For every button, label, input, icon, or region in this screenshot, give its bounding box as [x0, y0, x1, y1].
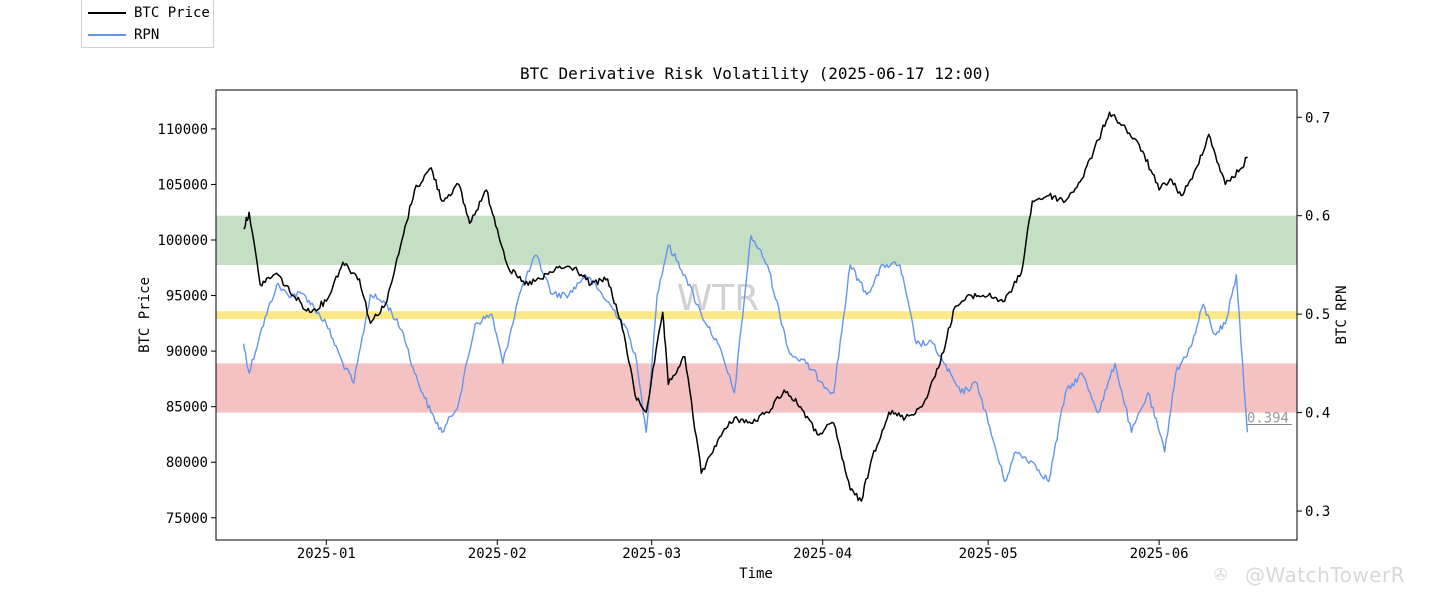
y-right-tick-label: 0.7	[1305, 110, 1330, 126]
legend-label-btc-price: BTC Price	[134, 5, 210, 21]
legend-label-rpn: RPN	[134, 27, 160, 43]
x-tick-label: 2025-04	[793, 546, 852, 562]
y-axis-left-label: BTC Price	[137, 277, 153, 353]
y-left-tick-label: 80000	[166, 455, 208, 471]
legend-swatch-btc-price	[88, 12, 126, 14]
x-tick-label: 2025-06	[1130, 546, 1189, 562]
y-left-tick-label: 75000	[166, 511, 208, 527]
y-left-tick-label: 110000	[157, 122, 208, 138]
y-right-tick-label: 0.6	[1305, 209, 1330, 225]
x-tick-label: 2025-05	[959, 546, 1018, 562]
legend-swatch-rpn	[88, 34, 126, 36]
y-left-tick-label: 100000	[157, 233, 208, 249]
y-axis-left: 75000 80000 85000 90000 95000 100000 105000 110…	[157, 122, 216, 527]
legend-item-rpn: RPN	[88, 25, 159, 45]
series-line-rpn	[242, 234, 1249, 483]
x-tick-label: 2025-01	[297, 546, 356, 562]
last-value-marker: 0.394	[1247, 411, 1292, 427]
y-right-tick-label: 0.5	[1305, 307, 1330, 323]
y-left-tick-label: 95000	[166, 289, 208, 305]
plot-frame	[215, 89, 1298, 541]
x-axis: 2025-01 2025-02 2025-03 2025-04 2025-05 2025-…	[297, 540, 1189, 562]
y-left-tick-label: 85000	[166, 400, 208, 416]
y-left-tick-label: 105000	[157, 177, 208, 193]
legend-item-btc-price: BTC Price	[88, 3, 210, 23]
y-right-tick-label: 0.4	[1305, 406, 1330, 422]
x-tick-label: 2025-02	[468, 546, 527, 562]
y-left-tick-label: 90000	[166, 344, 208, 360]
series-layer	[242, 111, 1249, 502]
series-line-btc-price	[243, 111, 1248, 502]
watermark-text: @WatchTowerR	[1245, 563, 1406, 587]
band-1	[216, 311, 1297, 320]
x-axis-label: Time	[739, 566, 773, 582]
y-axis-right: 0.3 0.4 0.5 0.6 0.7	[1297, 110, 1330, 520]
legend: BTC Price RPN	[81, 0, 214, 48]
y-right-tick-label: 0.3	[1305, 504, 1330, 520]
band-2	[216, 363, 1297, 413]
chart-title: BTC Derivative Risk Volatility (2025-06-…	[520, 64, 992, 83]
y-axis-right-label: BTC RPN	[1334, 285, 1350, 344]
weibo-icon: ✇	[1214, 562, 1228, 587]
last-value-label: 0.394	[1247, 411, 1289, 427]
band-0	[216, 215, 1297, 265]
x-tick-label: 2025-03	[622, 546, 681, 562]
